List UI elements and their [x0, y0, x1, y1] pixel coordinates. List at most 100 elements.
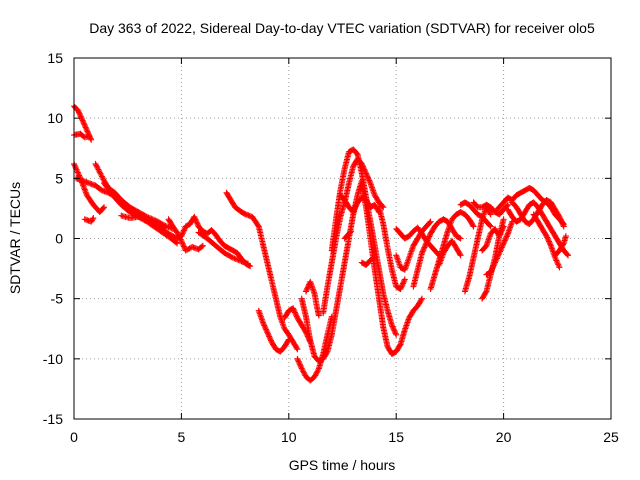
data-point — [482, 289, 489, 296]
data-point — [234, 256, 241, 263]
data-point — [391, 327, 398, 334]
data-point — [268, 337, 275, 344]
y-tick-label: 0 — [55, 231, 63, 247]
data-point — [191, 215, 198, 222]
data-point — [194, 220, 201, 227]
series-trace-ab — [427, 209, 477, 293]
data-point — [556, 264, 563, 271]
data-point — [423, 238, 430, 245]
data-point — [553, 257, 560, 264]
y-tick-label: 5 — [55, 170, 63, 186]
data-point — [100, 205, 107, 212]
data-point — [161, 224, 168, 231]
y-tick-label: 10 — [47, 110, 63, 126]
data-point — [95, 166, 102, 173]
data-point — [560, 223, 567, 230]
data-point — [295, 357, 302, 364]
data-point — [351, 206, 358, 213]
data-point — [185, 246, 192, 253]
data-point — [300, 369, 307, 376]
data-point — [80, 118, 87, 125]
series-trace-w — [358, 182, 425, 358]
data-point — [389, 323, 396, 330]
data-point — [560, 241, 567, 248]
data-point — [456, 234, 463, 241]
data-point — [401, 276, 408, 283]
series-trace-l — [223, 189, 301, 353]
data-point — [151, 220, 158, 227]
data-point — [99, 174, 106, 181]
data-point — [562, 233, 569, 240]
series-trace-p — [294, 313, 335, 384]
data-point — [180, 228, 187, 235]
data-point — [312, 372, 319, 379]
data-point — [457, 235, 464, 242]
data-point — [265, 332, 272, 339]
data-point — [546, 239, 553, 246]
data-point — [555, 263, 562, 270]
data-point — [180, 243, 187, 250]
axis-ticks: 0 5 10 15 20 25 -15 -10 -5 0 5 10 15 — [43, 50, 619, 445]
data-point — [164, 223, 171, 230]
data-point — [557, 216, 564, 223]
data-point — [311, 373, 318, 380]
data-point — [350, 207, 357, 214]
data-points — [71, 103, 572, 384]
data-point — [193, 219, 200, 226]
data-point — [174, 229, 181, 236]
x-tick-label: 5 — [178, 429, 186, 445]
data-point — [94, 165, 101, 172]
data-point — [398, 284, 405, 291]
data-point — [544, 234, 551, 241]
data-point — [75, 109, 82, 116]
data-point — [199, 242, 206, 249]
data-point — [565, 252, 572, 259]
data-point — [352, 204, 359, 211]
data-point — [418, 296, 425, 303]
data-point — [186, 245, 193, 252]
data-point — [504, 202, 511, 209]
data-point — [98, 173, 105, 180]
series-trace-k — [195, 229, 251, 267]
data-point — [228, 254, 235, 261]
series-trace-r — [320, 156, 387, 317]
data-point — [97, 170, 104, 177]
data-point — [237, 257, 244, 264]
data-point — [426, 219, 433, 226]
data-point — [418, 249, 425, 256]
data-point — [175, 232, 182, 239]
data-point — [366, 177, 373, 184]
data-point — [499, 241, 506, 248]
data-point — [100, 176, 107, 183]
data-point — [295, 358, 302, 365]
series-trace-v — [341, 228, 355, 242]
data-point — [503, 234, 510, 241]
data-point — [75, 171, 82, 178]
data-point — [98, 172, 105, 179]
data-point — [400, 279, 407, 286]
data-point — [158, 223, 165, 230]
data-point — [179, 230, 186, 237]
data-point — [82, 123, 89, 130]
data-point — [558, 217, 565, 224]
data-point — [77, 112, 84, 119]
data-point — [398, 283, 405, 290]
series-trace-ai — [479, 216, 507, 302]
data-point — [420, 245, 427, 252]
data-point — [422, 243, 429, 250]
data-point — [546, 238, 553, 245]
data-point — [82, 124, 89, 131]
data-point — [352, 203, 359, 210]
data-point — [304, 285, 311, 292]
data-point — [291, 309, 298, 316]
data-point — [544, 235, 551, 242]
data-point — [264, 329, 271, 336]
y-tick-label: -5 — [51, 291, 64, 307]
data-point — [156, 222, 163, 229]
data-point — [421, 244, 428, 251]
data-point — [154, 221, 161, 228]
data-point — [420, 247, 427, 254]
data-point — [285, 336, 292, 343]
data-point — [401, 277, 408, 284]
